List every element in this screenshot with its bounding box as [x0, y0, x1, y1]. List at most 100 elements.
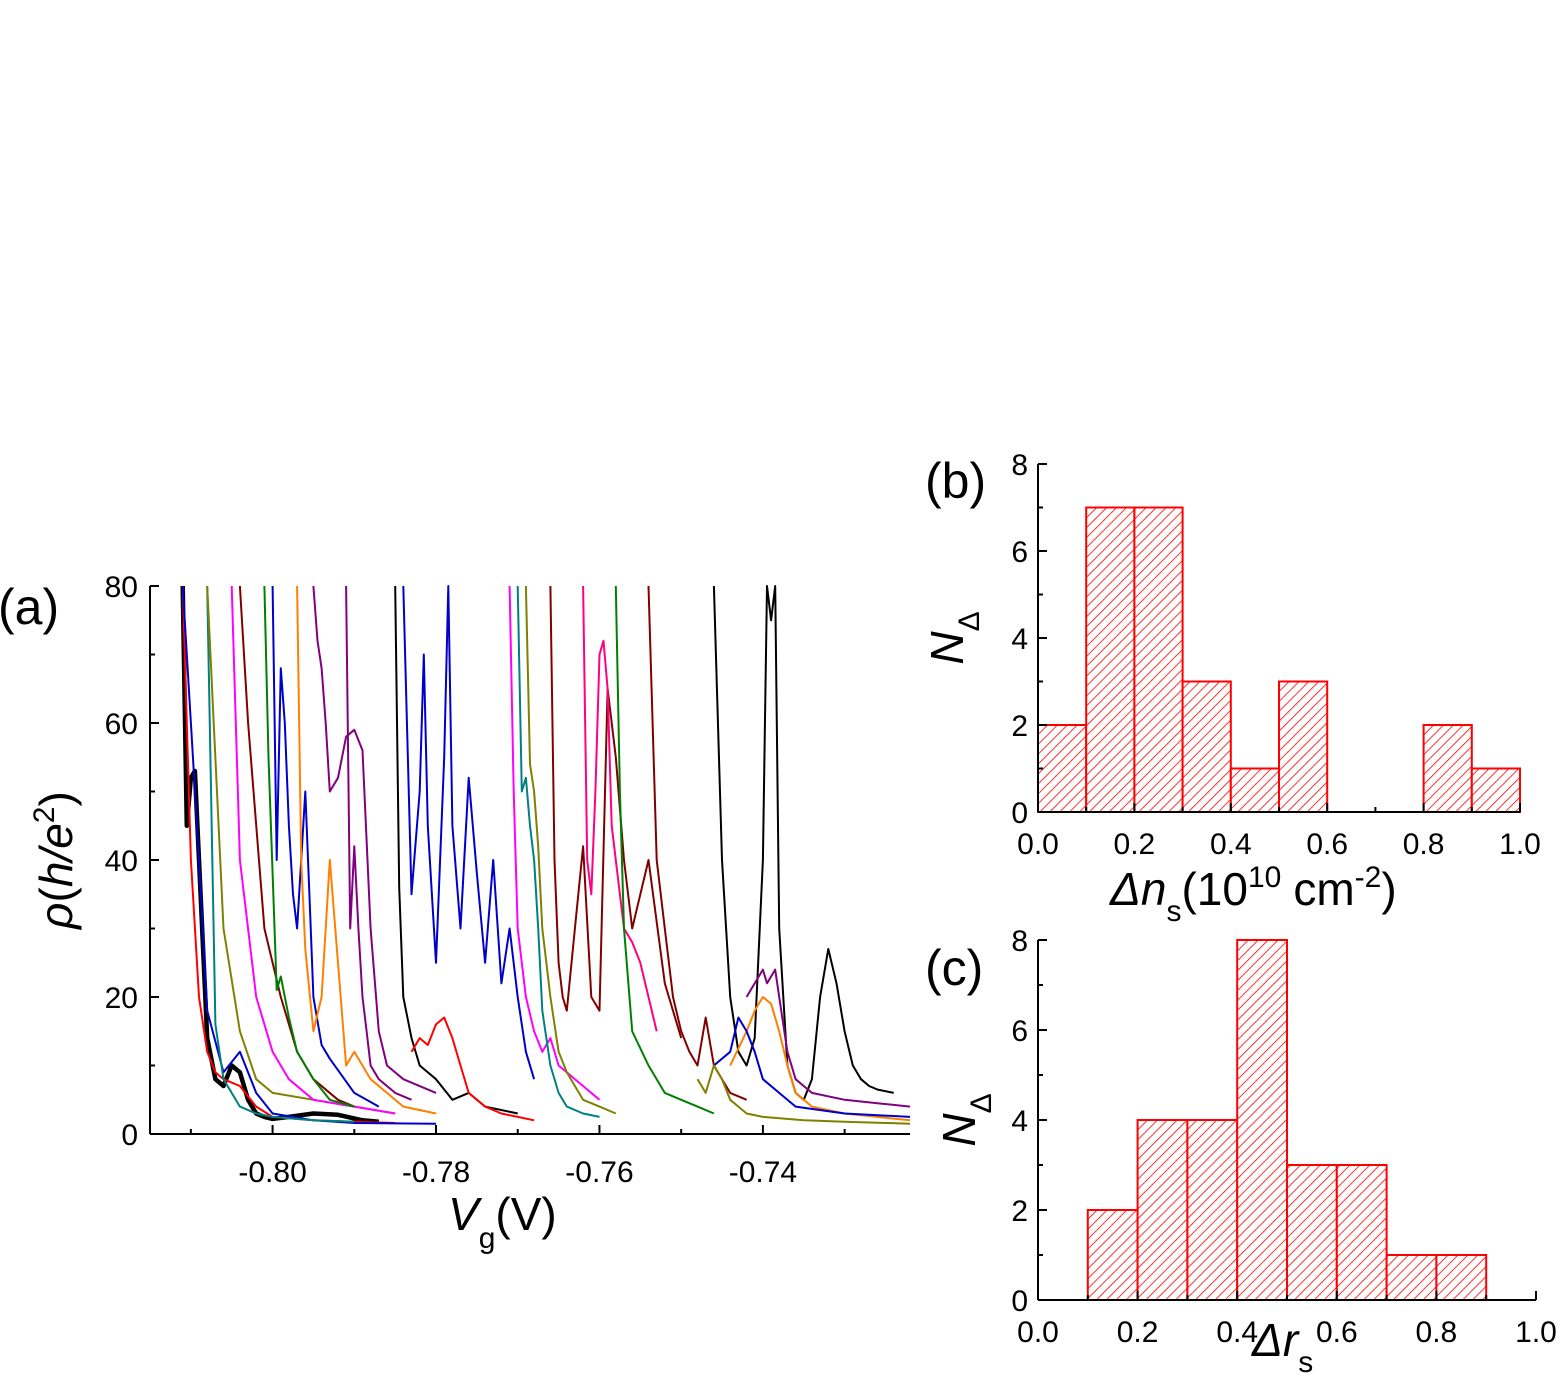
b-bar-3	[1133, 506, 1184, 813]
b-x-tick-label: 0.6	[1306, 828, 1348, 861]
panel-b-y-title: NΔ	[921, 611, 986, 664]
y-title-e: e	[30, 823, 82, 849]
series-line-12	[345, 585, 412, 1101]
y-title-slash: /	[30, 845, 82, 865]
panel-b-label: (b)	[925, 453, 986, 509]
series-line-7	[238, 585, 355, 1108]
b-y-tick-label: 0	[1011, 797, 1028, 830]
panel-a-ticks: 0 20 40 60 80 -0.80 -0.78 -0.76 -0.74	[105, 571, 846, 1189]
b-bar-4	[1181, 680, 1232, 813]
series-line-13	[394, 585, 518, 1115]
x-tick-label: -0.74	[729, 1156, 797, 1189]
b-bar-6	[1278, 680, 1329, 813]
y-tick-label: 60	[105, 708, 138, 741]
b-x-title-exp2: -2	[1355, 861, 1382, 894]
c-bar-4	[1186, 1119, 1239, 1301]
c-bar-5	[1236, 939, 1288, 1301]
panel-a-label: (a)	[0, 579, 59, 635]
b-bar-10	[1470, 767, 1522, 813]
y-title-open: (	[30, 886, 82, 902]
c-bar-9	[1435, 1254, 1488, 1301]
c-y-tick-label: 0	[1011, 1285, 1028, 1318]
series-line-19	[549, 585, 683, 1039]
series-line-9	[271, 585, 380, 1108]
panel-c-y-title: NΔ	[933, 1093, 998, 1146]
c-x-title-delta: Δ	[1251, 1314, 1283, 1366]
x-title-sub: g	[479, 1222, 496, 1255]
panel-a-series-group	[180, 585, 911, 1125]
series-line-16	[508, 585, 601, 1101]
b-y-tick-label: 8	[1011, 449, 1028, 482]
series-line-20	[582, 585, 658, 1032]
b-y-tick-label: 4	[1011, 623, 1028, 656]
b-bar-2	[1085, 506, 1136, 813]
b-x-title-delta: Δ	[1109, 863, 1141, 915]
series-line-21	[614, 585, 715, 1115]
c-y-title-sub: Δ	[965, 1093, 998, 1113]
x-tick-label: -0.76	[565, 1156, 633, 1189]
b-y-tick-label: 2	[1011, 710, 1028, 743]
series-line-1	[180, 585, 379, 1124]
x-title-v: V	[448, 1188, 483, 1240]
c-bar-2	[1086, 1209, 1139, 1301]
c-x-tick-label: 0.6	[1316, 1316, 1358, 1349]
series-line-10	[296, 585, 437, 1115]
panel-c-ticks: 0 2 4 6 8 0.0 0.2 0.4 0.6 0.8 1.0	[1011, 925, 1557, 1349]
series-line-8	[263, 585, 355, 1108]
y-tick-label: 40	[105, 845, 138, 878]
series-line-18	[524, 585, 617, 1115]
c-x-tick-label: 0.4	[1216, 1316, 1258, 1349]
c-x-tick-label: 0.2	[1117, 1316, 1159, 1349]
c-y-tick-label: 8	[1011, 925, 1028, 958]
c-x-tick-label: 0.0	[1017, 1316, 1059, 1349]
y-tick-label: 0	[121, 1119, 138, 1152]
series-line-4	[206, 585, 355, 1123]
b-x-tick-label: 0.0	[1017, 828, 1059, 861]
c-y-tick-label: 2	[1011, 1195, 1028, 1228]
panel-b-bars	[1037, 506, 1522, 813]
panel-c-x-title: Δrs	[1251, 1314, 1313, 1379]
y-tick-label: 80	[105, 571, 138, 604]
series-line-14	[402, 585, 536, 1080]
b-bar-5	[1229, 767, 1281, 813]
series-line-24	[745, 968, 911, 1108]
b-x-title-exp1: 10	[1248, 861, 1281, 894]
c-bar-7	[1335, 1164, 1388, 1301]
b-x-title-sub: s	[1166, 895, 1181, 928]
b-x-title-open: (10	[1181, 863, 1247, 915]
c-y-title-n: N	[933, 1113, 985, 1147]
series-line-27	[696, 1064, 911, 1125]
panel-a-y-title: ρ(h/e2)	[28, 791, 82, 931]
c-bar-6	[1286, 1164, 1338, 1301]
c-bar-3	[1136, 1119, 1189, 1301]
b-x-tick-label: 0.8	[1403, 828, 1445, 861]
b-x-title-n: n	[1141, 863, 1167, 915]
c-bar-8	[1385, 1254, 1438, 1301]
y-title-h: h	[30, 862, 82, 888]
panel-c-label: (c)	[925, 940, 983, 996]
y-title-close: )	[30, 791, 82, 806]
series-line-17	[516, 585, 600, 1118]
b-x-tick-label: 0.2	[1114, 828, 1156, 861]
panel-c-bars	[1086, 939, 1488, 1301]
panel-b-ticks: 0 2 4 6 8 0.0 0.2 0.4 0.6 0.8 1.0	[1011, 449, 1541, 861]
series-line-15	[410, 1016, 535, 1122]
series-line-11	[312, 585, 437, 1094]
b-x-title-close: )	[1381, 863, 1396, 915]
b-x-tick-label: 0.4	[1210, 828, 1252, 861]
c-x-tick-label: 0.8	[1416, 1316, 1458, 1349]
b-y-tick-label: 6	[1011, 536, 1028, 569]
c-x-title-r: r	[1283, 1314, 1300, 1366]
x-tick-label: -0.78	[402, 1156, 470, 1189]
panel-a-line-chart: 0 20 40 60 80 -0.80 -0.78 -0.76 -0.74 (a) ρ(h/e2…	[0, 571, 911, 1255]
b-x-title-unit: cm	[1293, 863, 1354, 915]
series-line-26	[713, 1016, 911, 1118]
x-tick-label: -0.80	[238, 1156, 306, 1189]
panel-a-x-title: Vg(V)	[448, 1188, 557, 1255]
b-y-title-n: N	[921, 631, 973, 665]
x-title-unit: (V)	[495, 1188, 556, 1240]
c-y-tick-label: 4	[1011, 1105, 1028, 1138]
